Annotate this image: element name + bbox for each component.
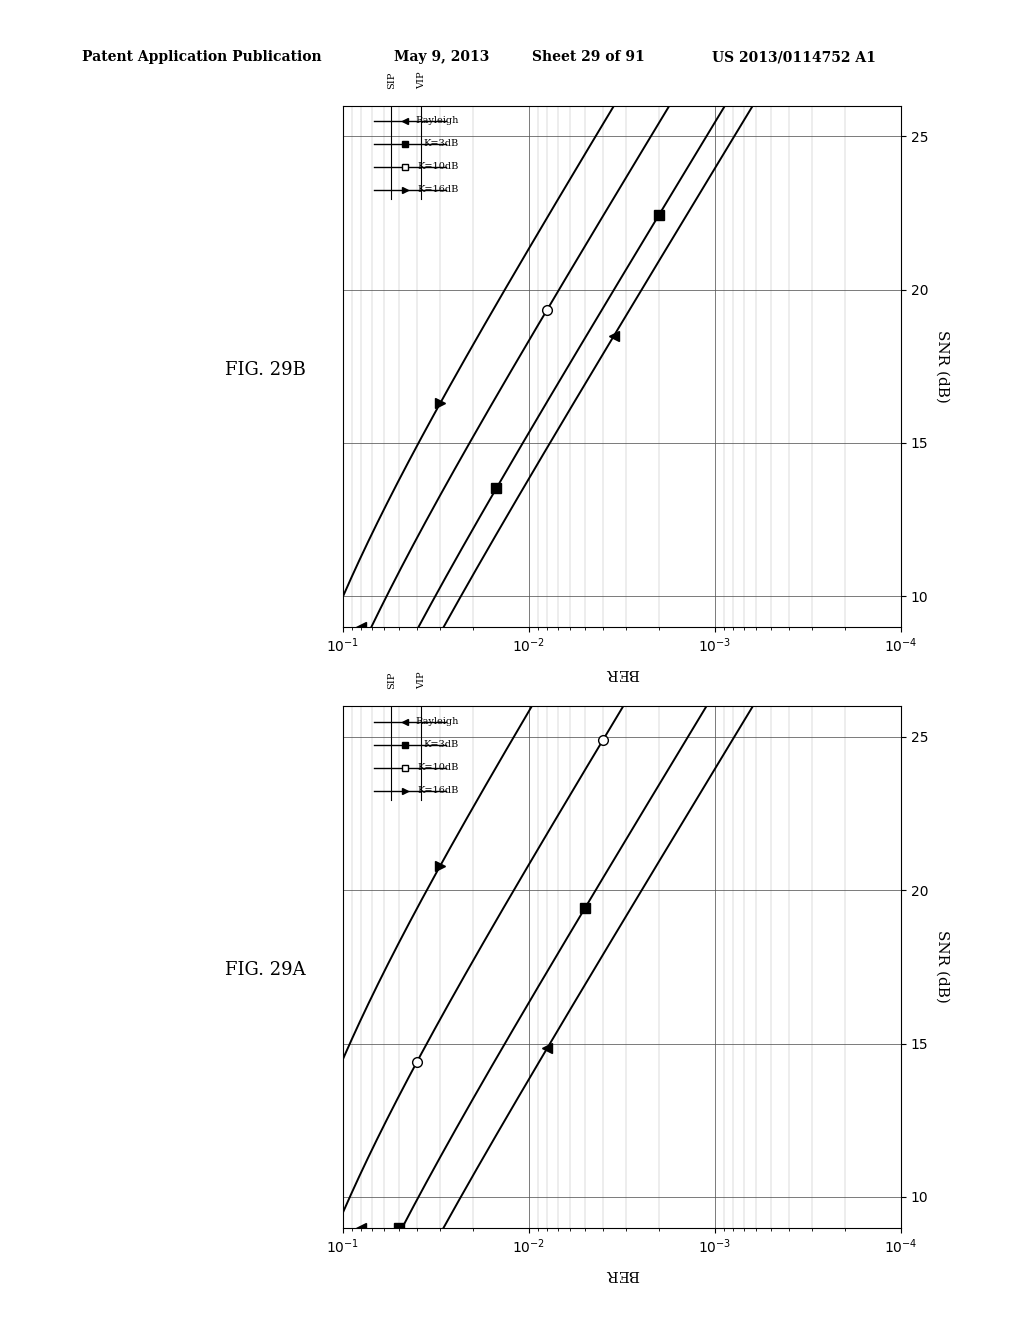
Y-axis label: SNR (dB): SNR (dB): [935, 931, 949, 1003]
Text: US 2013/0114752 A1: US 2013/0114752 A1: [712, 50, 876, 65]
Text: K=10dB: K=10dB: [417, 763, 459, 772]
Text: Rayleigh: Rayleigh: [415, 717, 459, 726]
Text: Rayleigh: Rayleigh: [415, 116, 459, 125]
Text: K=3dB: K=3dB: [423, 140, 459, 148]
Text: SIP: SIP: [387, 71, 396, 88]
Text: SIP: SIP: [387, 672, 396, 689]
Text: May 9, 2013: May 9, 2013: [394, 50, 489, 65]
Y-axis label: SNR (dB): SNR (dB): [935, 330, 949, 403]
Text: VIP: VIP: [417, 71, 426, 88]
Text: Patent Application Publication: Patent Application Publication: [82, 50, 322, 65]
X-axis label: BER: BER: [605, 667, 639, 680]
Text: FIG. 29A: FIG. 29A: [225, 961, 306, 979]
Text: K=3dB: K=3dB: [423, 741, 459, 748]
X-axis label: BER: BER: [605, 1267, 639, 1280]
Text: VIP: VIP: [417, 672, 426, 689]
Text: K=16dB: K=16dB: [417, 785, 459, 795]
Text: Sheet 29 of 91: Sheet 29 of 91: [532, 50, 645, 65]
Text: K=10dB: K=10dB: [417, 162, 459, 172]
Text: FIG. 29B: FIG. 29B: [225, 360, 306, 379]
Text: K=16dB: K=16dB: [417, 185, 459, 194]
